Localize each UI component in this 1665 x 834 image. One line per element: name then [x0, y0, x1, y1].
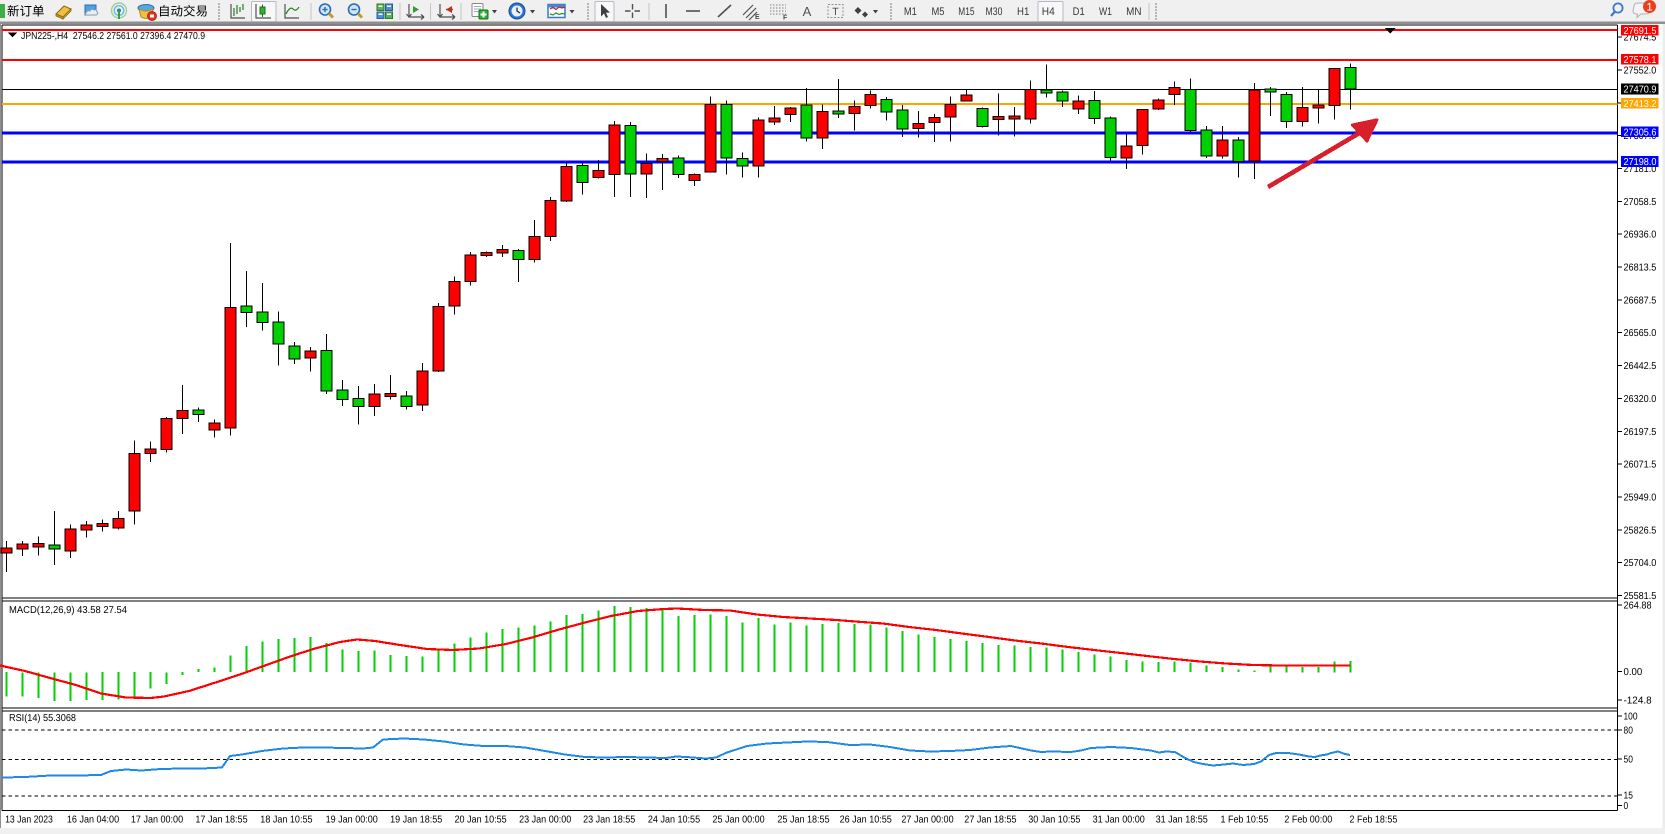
svg-text:E: E — [755, 14, 760, 21]
svg-text:H4: H4 — [1042, 6, 1055, 18]
svg-text:26813.5: 26813.5 — [1624, 263, 1657, 274]
svg-text:25 Jan 18:55: 25 Jan 18:55 — [777, 815, 830, 826]
svg-text:2 Feb 18:55: 2 Feb 18:55 — [1350, 815, 1398, 826]
svg-text:25581.5: 25581.5 — [1624, 591, 1657, 602]
svg-text:2 Feb 00:00: 2 Feb 00:00 — [1284, 815, 1332, 826]
svg-text:T: T — [832, 6, 839, 18]
svg-text:17 Jan 18:55: 17 Jan 18:55 — [195, 815, 248, 826]
svg-text:25949.0: 25949.0 — [1624, 492, 1657, 503]
svg-text:26197.5: 26197.5 — [1624, 427, 1657, 438]
svg-text:19 Jan 00:00: 19 Jan 00:00 — [326, 815, 379, 826]
svg-text:W1: W1 — [1099, 6, 1112, 18]
svg-text:0: 0 — [1624, 801, 1629, 812]
svg-text:20 Jan 10:55: 20 Jan 10:55 — [455, 815, 508, 826]
svg-text:D1: D1 — [1073, 6, 1085, 18]
svg-text:19 Jan 18:55: 19 Jan 18:55 — [390, 815, 443, 826]
svg-text:1 Feb 10:55: 1 Feb 10:55 — [1221, 815, 1269, 826]
svg-text:100: 100 — [1624, 712, 1638, 723]
svg-text:F: F — [783, 15, 788, 22]
svg-text:25826.5: 25826.5 — [1624, 525, 1657, 536]
svg-text:80: 80 — [1624, 726, 1634, 737]
svg-text:M30: M30 — [986, 6, 1003, 18]
svg-text:26565.0: 26565.0 — [1624, 328, 1657, 339]
svg-text:18 Jan 10:55: 18 Jan 10:55 — [260, 815, 313, 826]
svg-text:27 Jan 18:55: 27 Jan 18:55 — [964, 815, 1017, 826]
svg-text:23 Jan 18:55: 23 Jan 18:55 — [583, 815, 636, 826]
svg-text:27198.0: 27198.0 — [1624, 157, 1657, 168]
svg-text:26442.5: 26442.5 — [1624, 361, 1657, 372]
svg-text:26936.0: 26936.0 — [1624, 230, 1657, 241]
svg-text:JPN225-,H4 27546.2 27561.0 27: JPN225-,H4 27546.2 27561.0 27396.4 27470… — [21, 31, 205, 42]
svg-text:A: A — [803, 4, 812, 19]
svg-text:27181.0: 27181.0 — [1624, 164, 1657, 175]
svg-text:MACD(12,26,9) 43.58 27.54: MACD(12,26,9) 43.58 27.54 — [9, 605, 127, 616]
svg-text:27691.5: 27691.5 — [1624, 26, 1657, 37]
svg-text:RSI(14) 55.3068: RSI(14) 55.3068 — [9, 713, 76, 724]
svg-text:26687.5: 26687.5 — [1624, 295, 1657, 306]
svg-text:新订单: 新订单 — [7, 5, 45, 19]
svg-text:M5: M5 — [932, 6, 945, 18]
svg-text:27305.6: 27305.6 — [1624, 127, 1657, 138]
svg-text:M1: M1 — [904, 6, 917, 18]
svg-text:26071.5: 26071.5 — [1624, 460, 1657, 471]
svg-text:27470.9: 27470.9 — [1624, 85, 1657, 96]
svg-text:24 Jan 10:55: 24 Jan 10:55 — [648, 815, 701, 826]
svg-text:31 Jan 00:00: 31 Jan 00:00 — [1093, 815, 1146, 826]
svg-text:25704.0: 25704.0 — [1624, 558, 1657, 569]
svg-text:17 Jan 00:00: 17 Jan 00:00 — [131, 815, 184, 826]
svg-text:27578.1: 27578.1 — [1624, 55, 1657, 66]
svg-text:自动交易: 自动交易 — [158, 5, 208, 19]
svg-text:27552.0: 27552.0 — [1624, 65, 1657, 76]
svg-text:13 Jan 2023: 13 Jan 2023 — [5, 815, 53, 826]
svg-text:15: 15 — [1624, 791, 1634, 802]
svg-text:27 Jan 00:00: 27 Jan 00:00 — [901, 815, 954, 826]
svg-text:1: 1 — [1646, 2, 1652, 14]
svg-text:27413.2: 27413.2 — [1624, 99, 1657, 110]
svg-text:50: 50 — [1624, 755, 1634, 766]
svg-text:M15: M15 — [958, 6, 974, 18]
svg-text:31 Jan 18:55: 31 Jan 18:55 — [1156, 815, 1209, 826]
svg-text:264.88: 264.88 — [1624, 601, 1652, 612]
svg-text:MN: MN — [1126, 6, 1141, 18]
svg-text:27674.5: 27674.5 — [1624, 33, 1657, 44]
svg-text:26320.0: 26320.0 — [1624, 394, 1657, 405]
svg-text:-124.8: -124.8 — [1624, 695, 1653, 706]
svg-text:H1: H1 — [1017, 6, 1029, 18]
svg-text:0.00: 0.00 — [1624, 667, 1643, 678]
svg-text:25 Jan 00:00: 25 Jan 00:00 — [713, 815, 766, 826]
svg-text:23 Jan 00:00: 23 Jan 00:00 — [519, 815, 572, 826]
svg-text:27058.5: 27058.5 — [1624, 197, 1657, 208]
svg-text:30 Jan 10:55: 30 Jan 10:55 — [1028, 815, 1081, 826]
svg-text:16 Jan 04:00: 16 Jan 04:00 — [67, 815, 120, 826]
svg-text:26 Jan 10:55: 26 Jan 10:55 — [840, 815, 893, 826]
